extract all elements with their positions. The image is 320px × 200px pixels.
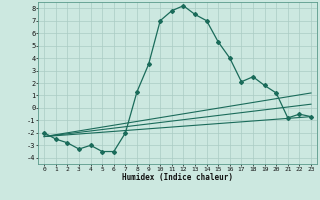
X-axis label: Humidex (Indice chaleur): Humidex (Indice chaleur)	[122, 173, 233, 182]
